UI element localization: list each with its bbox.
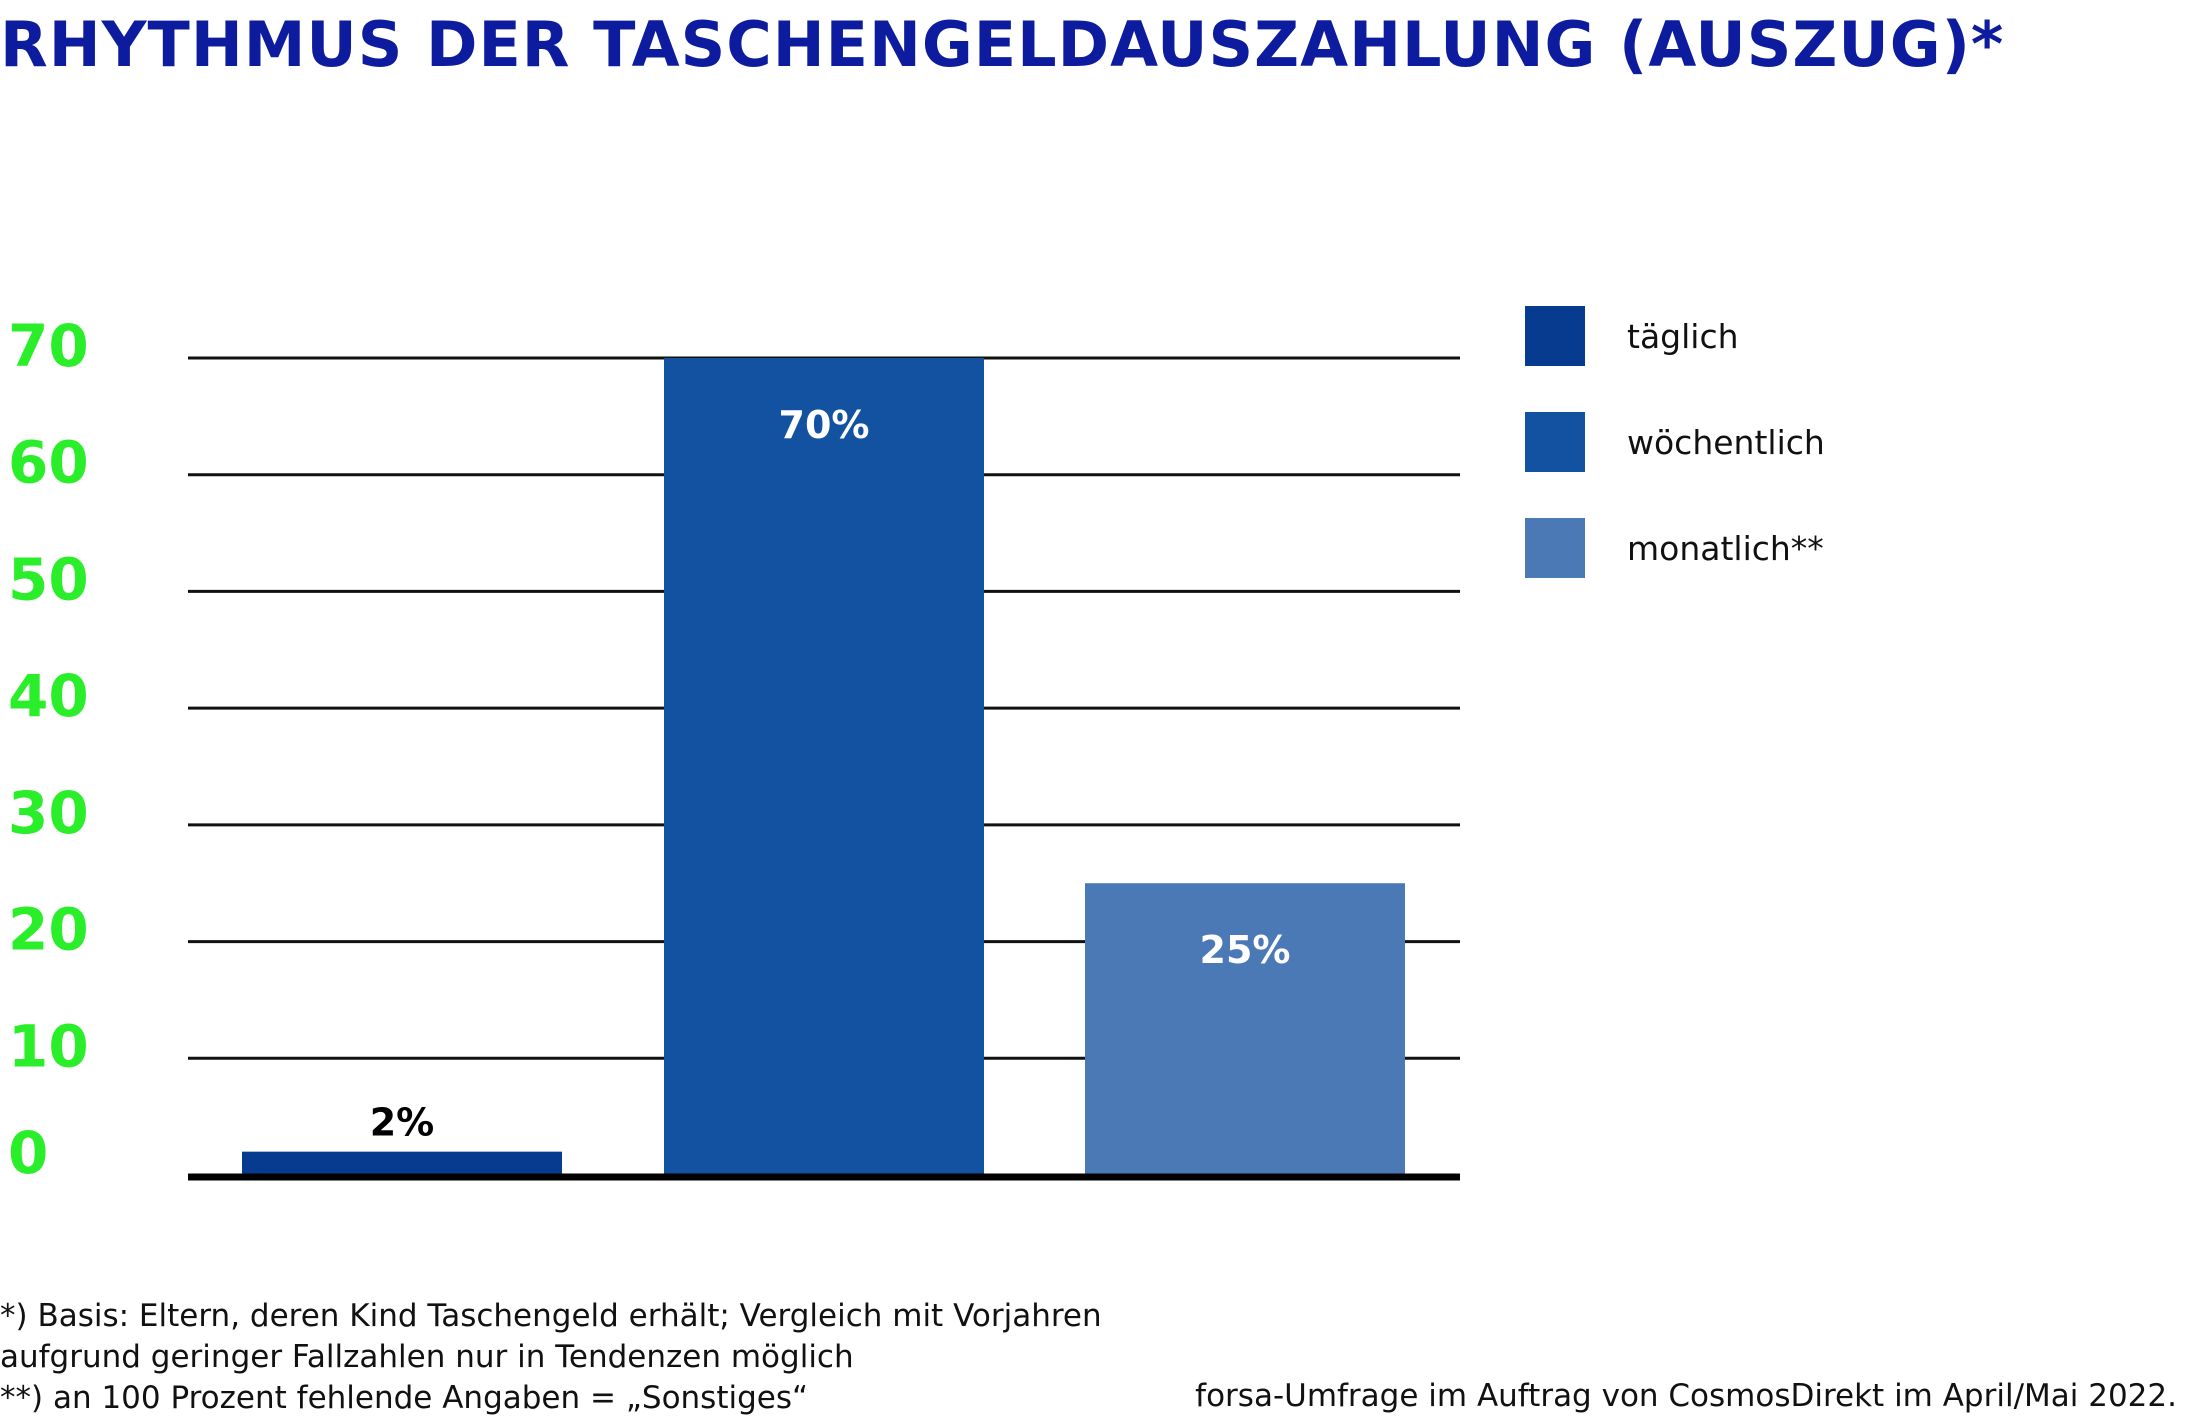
y-tick-label-40: 40 — [8, 662, 89, 730]
y-tick-label-60: 60 — [8, 429, 89, 497]
data-label-1: 70% — [779, 403, 870, 447]
y-tick-label-20: 20 — [8, 896, 89, 964]
y-tick-label-70: 70 — [8, 312, 89, 380]
legend-item-woechentlich: wöchentlich — [1525, 412, 1825, 472]
data-label-2: 25% — [1200, 928, 1291, 972]
footnote-line-2: aufgrund geringer Fallzahlen nur in Tend… — [0, 1339, 854, 1375]
chart-title: RHYTHMUS DER TASCHENGELDAUSZAHLUNG (AUSZ… — [0, 8, 2005, 81]
y-tick-label-10: 10 — [8, 1012, 89, 1080]
bar-chart: 0 10 20 30 40 50 60 70 2% 70% 25% — [8, 312, 1460, 1187]
footnote-line-3: **) an 100 Prozent fehlende Angaben = „S… — [0, 1380, 809, 1416]
legend-swatch-taeglich — [1525, 306, 1585, 366]
y-tick-label-0: 0 — [8, 1119, 48, 1187]
legend-swatch-woechentlich — [1525, 412, 1585, 472]
footnotes: *) Basis: Eltern, deren Kind Taschengeld… — [0, 1296, 1102, 1419]
y-tick-label-30: 30 — [8, 779, 89, 847]
legend-label-taeglich: täglich — [1627, 316, 1739, 356]
y-tick-label-50: 50 — [8, 545, 89, 613]
legend-item-taeglich: täglich — [1525, 306, 1825, 366]
bar-1 — [664, 358, 984, 1175]
source-note: forsa-Umfrage im Auftrag von CosmosDirek… — [1195, 1378, 2177, 1414]
data-label-0: 2% — [370, 1101, 435, 1145]
legend-label-woechentlich: wöchentlich — [1627, 422, 1825, 462]
legend: täglich wöchentlich monatlich** — [1525, 306, 1825, 624]
legend-swatch-monatlich — [1525, 518, 1585, 578]
legend-label-monatlich: monatlich** — [1627, 528, 1824, 568]
bar-2 — [1085, 883, 1405, 1175]
bar-0 — [242, 1151, 562, 1175]
footnote-line-1: *) Basis: Eltern, deren Kind Taschengeld… — [0, 1298, 1102, 1334]
legend-item-monatlich: monatlich** — [1525, 518, 1825, 578]
